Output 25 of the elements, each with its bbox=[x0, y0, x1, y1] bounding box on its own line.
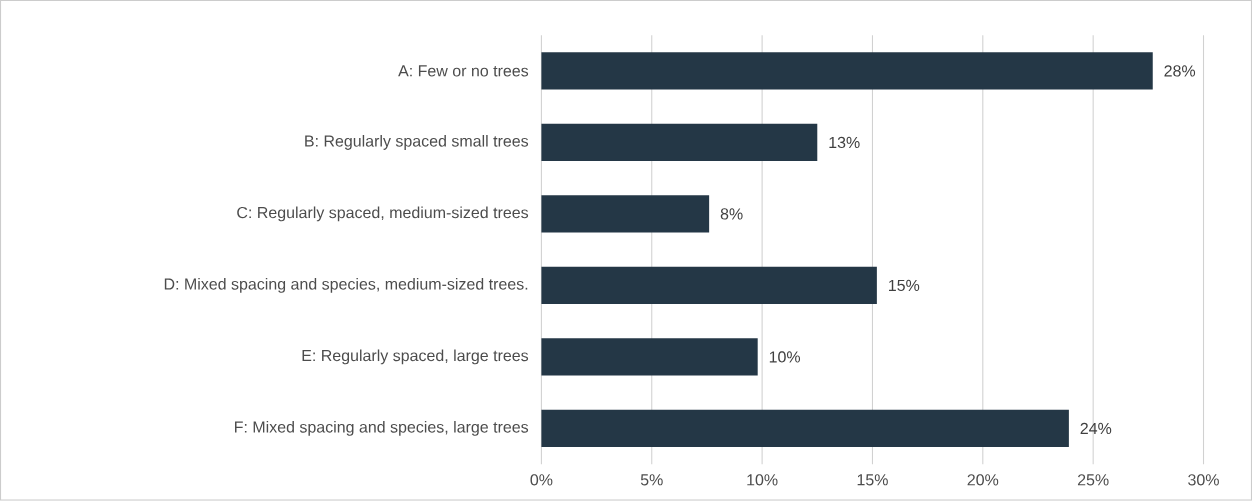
bar bbox=[541, 409, 1069, 448]
x-tick-label: 30% bbox=[1188, 474, 1219, 486]
y-tick-label: B: Regularly spaced small trees bbox=[305, 135, 529, 151]
data-label: 13% bbox=[829, 136, 860, 149]
data-label: 15% bbox=[889, 279, 920, 292]
y-tick-label: A: Few or no trees bbox=[398, 65, 529, 77]
data-label: 10% bbox=[769, 351, 801, 363]
bar bbox=[541, 267, 877, 305]
y-tick-label: E: Regularly spaced, large trees bbox=[302, 349, 529, 365]
data-label: 28% bbox=[1164, 65, 1196, 77]
x-tick-label: 20% bbox=[967, 474, 999, 486]
x-tick-label: 15% bbox=[857, 474, 888, 486]
x-tick-label: 25% bbox=[1077, 474, 1109, 486]
data-label: 24% bbox=[1080, 422, 1112, 435]
bar bbox=[541, 338, 758, 376]
bar bbox=[541, 52, 1153, 90]
x-tick-label: 10% bbox=[747, 474, 778, 486]
y-tick-label: D: Mixed spacing and species, medium-sized trees. bbox=[164, 278, 528, 294]
bar bbox=[541, 124, 818, 162]
data-label: 8% bbox=[720, 208, 743, 220]
bar bbox=[541, 195, 710, 233]
x-tick-label: 0% bbox=[530, 474, 553, 486]
x-tick-label: 5% bbox=[640, 474, 663, 486]
y-tick-label: F: Mixed spacing and species, large trees bbox=[235, 421, 529, 437]
y-tick-label: C: Regularly spaced, medium-sized trees bbox=[237, 206, 529, 222]
